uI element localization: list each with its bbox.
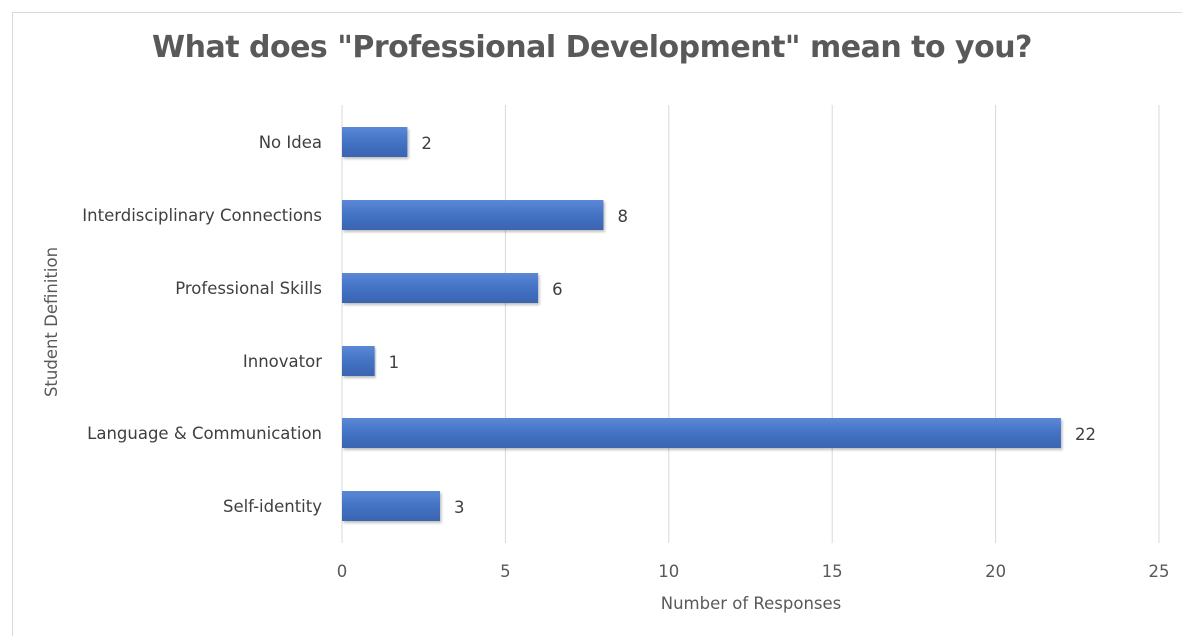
data-label: 8 bbox=[617, 207, 628, 226]
gridlines bbox=[341, 105, 1160, 543]
x-tick-label: 20 bbox=[985, 562, 1006, 581]
chart-title: What does "Professional Development" mea… bbox=[152, 30, 1032, 65]
x-tick-label: 10 bbox=[658, 562, 679, 581]
data-label: 3 bbox=[454, 498, 465, 517]
category-label: Self-identity bbox=[223, 497, 322, 516]
data-label: 1 bbox=[389, 353, 400, 372]
category-label: Language & Communication bbox=[87, 424, 322, 443]
x-axis-label: Number of Responses bbox=[661, 594, 842, 613]
x-tick-label: 0 bbox=[337, 562, 348, 581]
chart-frame bbox=[12, 12, 1182, 636]
bar bbox=[342, 346, 375, 376]
bars bbox=[342, 127, 1061, 521]
x-tick-label: 25 bbox=[1149, 562, 1170, 581]
x-tick-label: 5 bbox=[500, 562, 511, 581]
x-tick-label: 15 bbox=[822, 562, 843, 581]
category-label: No Idea bbox=[259, 133, 322, 152]
bar bbox=[342, 273, 539, 303]
labels: 0 5 10 15 20 25 No Idea 2 Interdisciplinary Conn… bbox=[82, 133, 1169, 581]
category-label: Professional Skills bbox=[175, 279, 322, 298]
bar bbox=[342, 491, 441, 521]
category-label: Interdisciplinary Connections bbox=[82, 206, 322, 225]
bar bbox=[342, 418, 1061, 448]
data-label: 6 bbox=[552, 280, 563, 299]
data-label: 22 bbox=[1075, 425, 1096, 444]
bar bbox=[342, 200, 604, 230]
data-label: 2 bbox=[421, 134, 432, 153]
category-label: Innovator bbox=[243, 352, 322, 371]
bar bbox=[342, 127, 408, 157]
y-axis-label: Student Definition bbox=[42, 247, 61, 397]
